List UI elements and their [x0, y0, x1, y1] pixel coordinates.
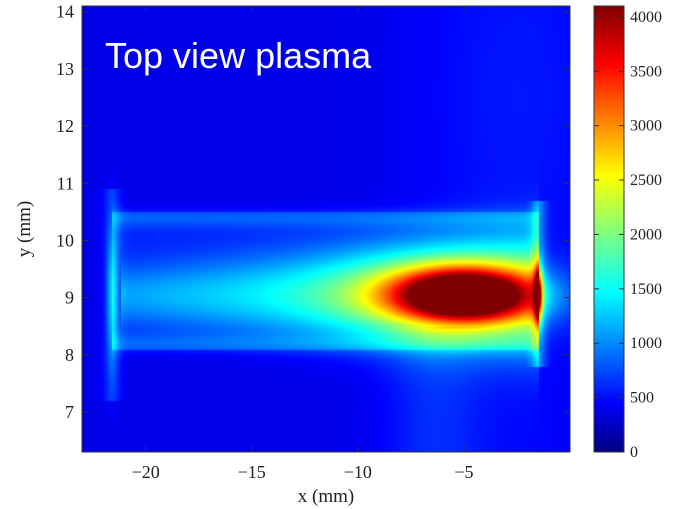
heatmap-image — [82, 6, 570, 452]
colorbar: 0 500 1000 1500 2000 2500 3000 3500 4000 — [593, 5, 662, 461]
y-tick-label: 12 — [56, 116, 74, 136]
chart-title: Top view plasma — [105, 35, 372, 76]
x-tick-label: −15 — [238, 462, 266, 482]
y-tick-label: 13 — [56, 59, 74, 79]
y-tick-label: 8 — [65, 345, 74, 365]
y-axis: 7 8 9 10 11 12 13 14 — [56, 2, 570, 422]
y-tick-label: 9 — [65, 288, 74, 308]
colorbar-tick-label: 0 — [630, 444, 638, 461]
x-tick-label: −20 — [132, 462, 160, 482]
y-tick-label: 14 — [56, 2, 74, 22]
x-tick-label: −10 — [344, 462, 372, 482]
x-axis-label: x (mm) — [298, 486, 354, 507]
heatmap-plot-area — [81, 5, 571, 453]
colorbar-tick-label: 1500 — [630, 281, 662, 298]
plot-frame — [81, 5, 571, 453]
colorbar-tick-label: 3500 — [630, 63, 662, 80]
colorbar-tick-label: 3000 — [630, 118, 662, 135]
y-tick-label: 11 — [57, 173, 74, 193]
colorbar-tick-label: 2000 — [630, 226, 662, 243]
x-axis: −20 −15 −10 −5 — [132, 6, 473, 482]
y-tick-label: 7 — [65, 402, 74, 422]
y-axis-label: y (mm) — [14, 201, 35, 257]
x-tick-label: −5 — [454, 462, 473, 482]
y-tick-label: 10 — [56, 230, 74, 250]
colorbar-gradient — [593, 5, 625, 453]
colorbar-ticks: 0 500 1000 1500 2000 2500 3000 3500 4000 — [594, 9, 662, 461]
colorbar-tick-label: 2500 — [630, 172, 662, 189]
colorbar-tick-label: 4000 — [630, 9, 662, 26]
colorbar-tick-label: 1000 — [630, 335, 662, 352]
colorbar-tick-label: 500 — [630, 390, 654, 407]
